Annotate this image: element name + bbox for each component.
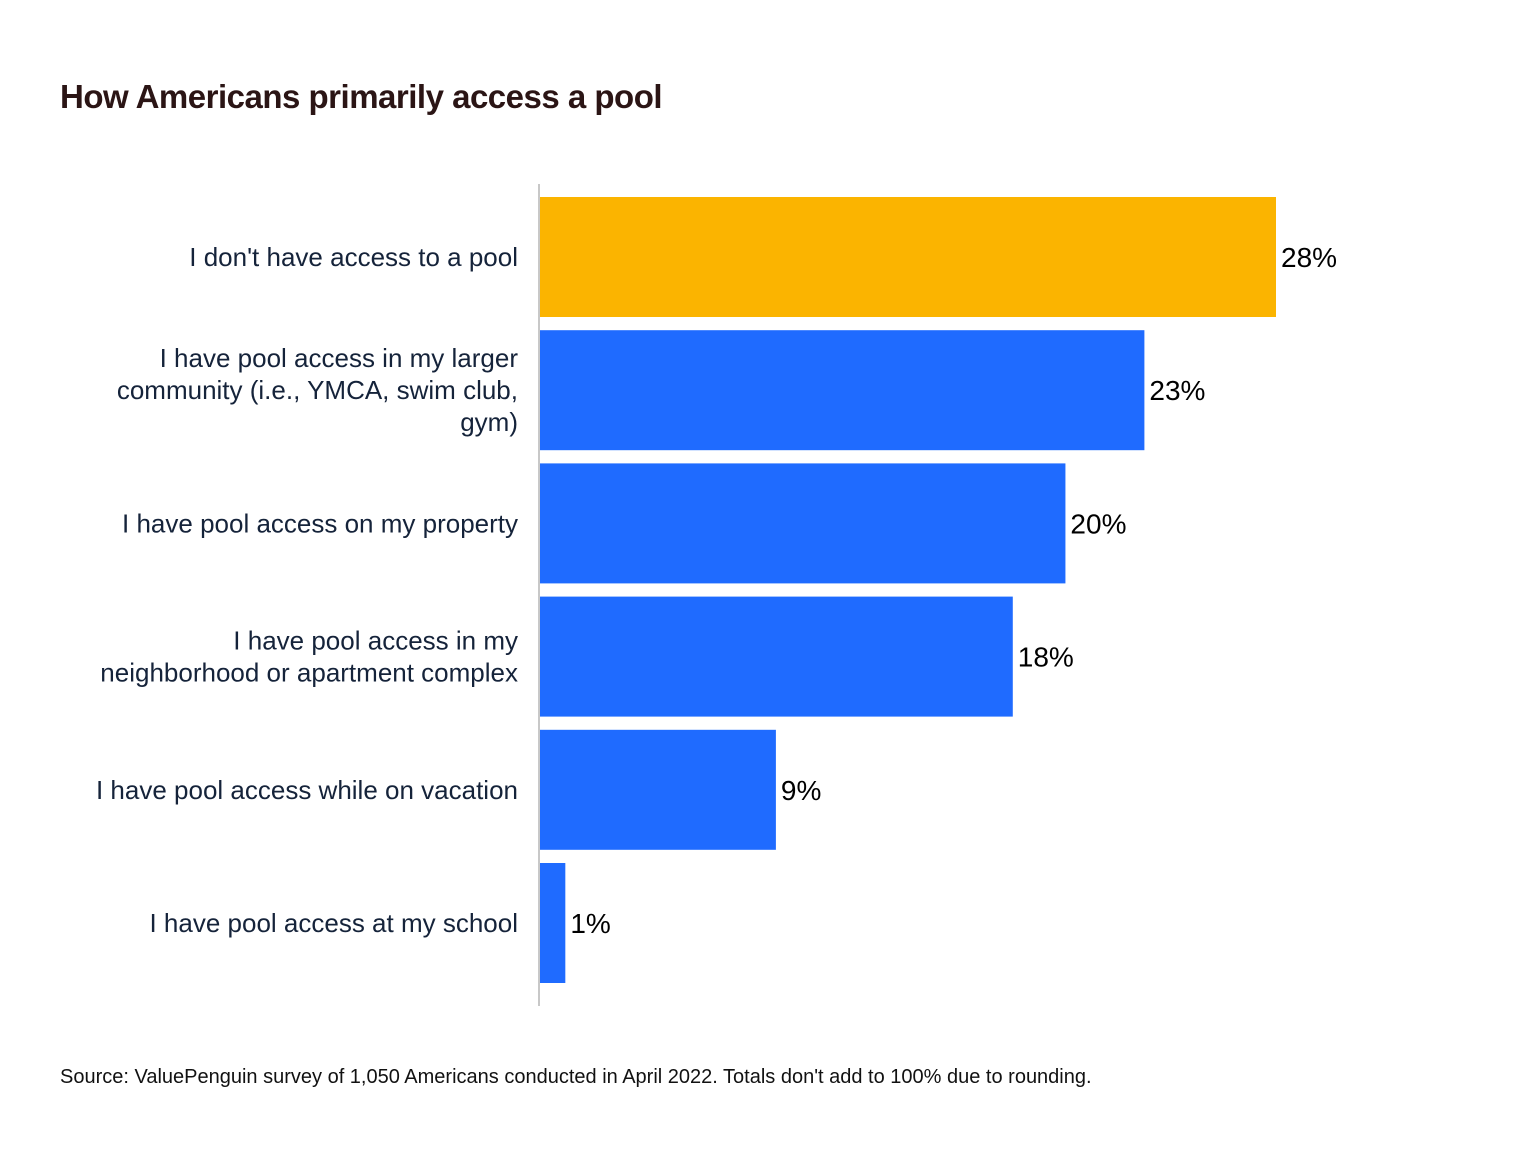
- data-label: 28%: [1281, 242, 1337, 273]
- category-label: I have pool access while on vacation: [96, 775, 518, 805]
- chart-title: How Americans primarily access a pool: [60, 78, 663, 115]
- bar: [539, 729, 776, 850]
- category-label: I have pool access in my larger: [160, 343, 519, 373]
- data-label: 18%: [1018, 642, 1074, 673]
- category-label: I don't have access to a pool: [189, 242, 518, 272]
- category-label: gym): [460, 407, 518, 437]
- category-label: I have pool access at my school: [149, 908, 518, 938]
- data-label: 9%: [781, 775, 821, 806]
- source-note: Source: ValuePenguin survey of 1,050 Ame…: [60, 1066, 1092, 1088]
- data-label: 20%: [1070, 508, 1126, 539]
- bar: [539, 463, 1066, 584]
- category-label: community (i.e., YMCA, swim club,: [117, 375, 518, 405]
- bar: [539, 330, 1145, 451]
- category-label: neighborhood or apartment complex: [100, 658, 518, 688]
- category-label: I have pool access on my property: [122, 508, 518, 538]
- category-label: I have pool access in my: [233, 626, 518, 656]
- data-label: 1%: [570, 908, 610, 939]
- data-label: 23%: [1149, 375, 1205, 406]
- bar: [539, 596, 1013, 717]
- bar: [539, 863, 566, 983]
- bar: [539, 197, 1276, 317]
